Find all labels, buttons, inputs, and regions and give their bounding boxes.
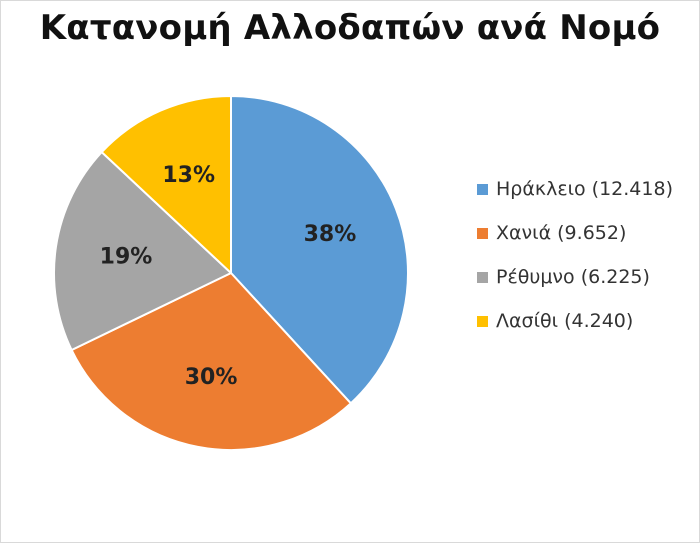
pie-slice-label-3: 19% (100, 245, 153, 270)
pie-slice-3 (53, 151, 232, 352)
legend-label: Λασίθι (4.240) (496, 310, 634, 332)
legend-item: Χανιά (9.652) (477, 222, 697, 244)
legend-swatch (477, 227, 488, 239)
pie-slice-label-4: 13% (162, 163, 215, 188)
pie-slice-1 (230, 95, 409, 405)
legend-swatch (477, 315, 488, 327)
legend-swatch (477, 271, 488, 283)
chart-title: Κατανομή Αλλοδαπών ανά Νομό (39, 8, 661, 48)
legend-label: Ρέθυμνο (6.225) (496, 266, 650, 288)
legend-item: Λασίθι (4.240) (477, 310, 697, 332)
pie-slice-4 (100, 95, 232, 274)
pie-slice-label-2: 30% (185, 365, 238, 390)
legend-item: Ρέθυμνο (6.225) (477, 266, 697, 288)
chart-legend: Ηράκλειο (12.418) Χανιά (9.652) Ρέθυμνο (6… (477, 178, 697, 354)
legend-label: Χανιά (9.652) (496, 222, 627, 244)
legend-item: Ηράκλειο (12.418) (477, 178, 697, 200)
pie-slice-label-1: 38% (304, 222, 357, 247)
legend-label: Ηράκλειο (12.418) (496, 178, 673, 200)
legend-swatch (477, 183, 488, 195)
